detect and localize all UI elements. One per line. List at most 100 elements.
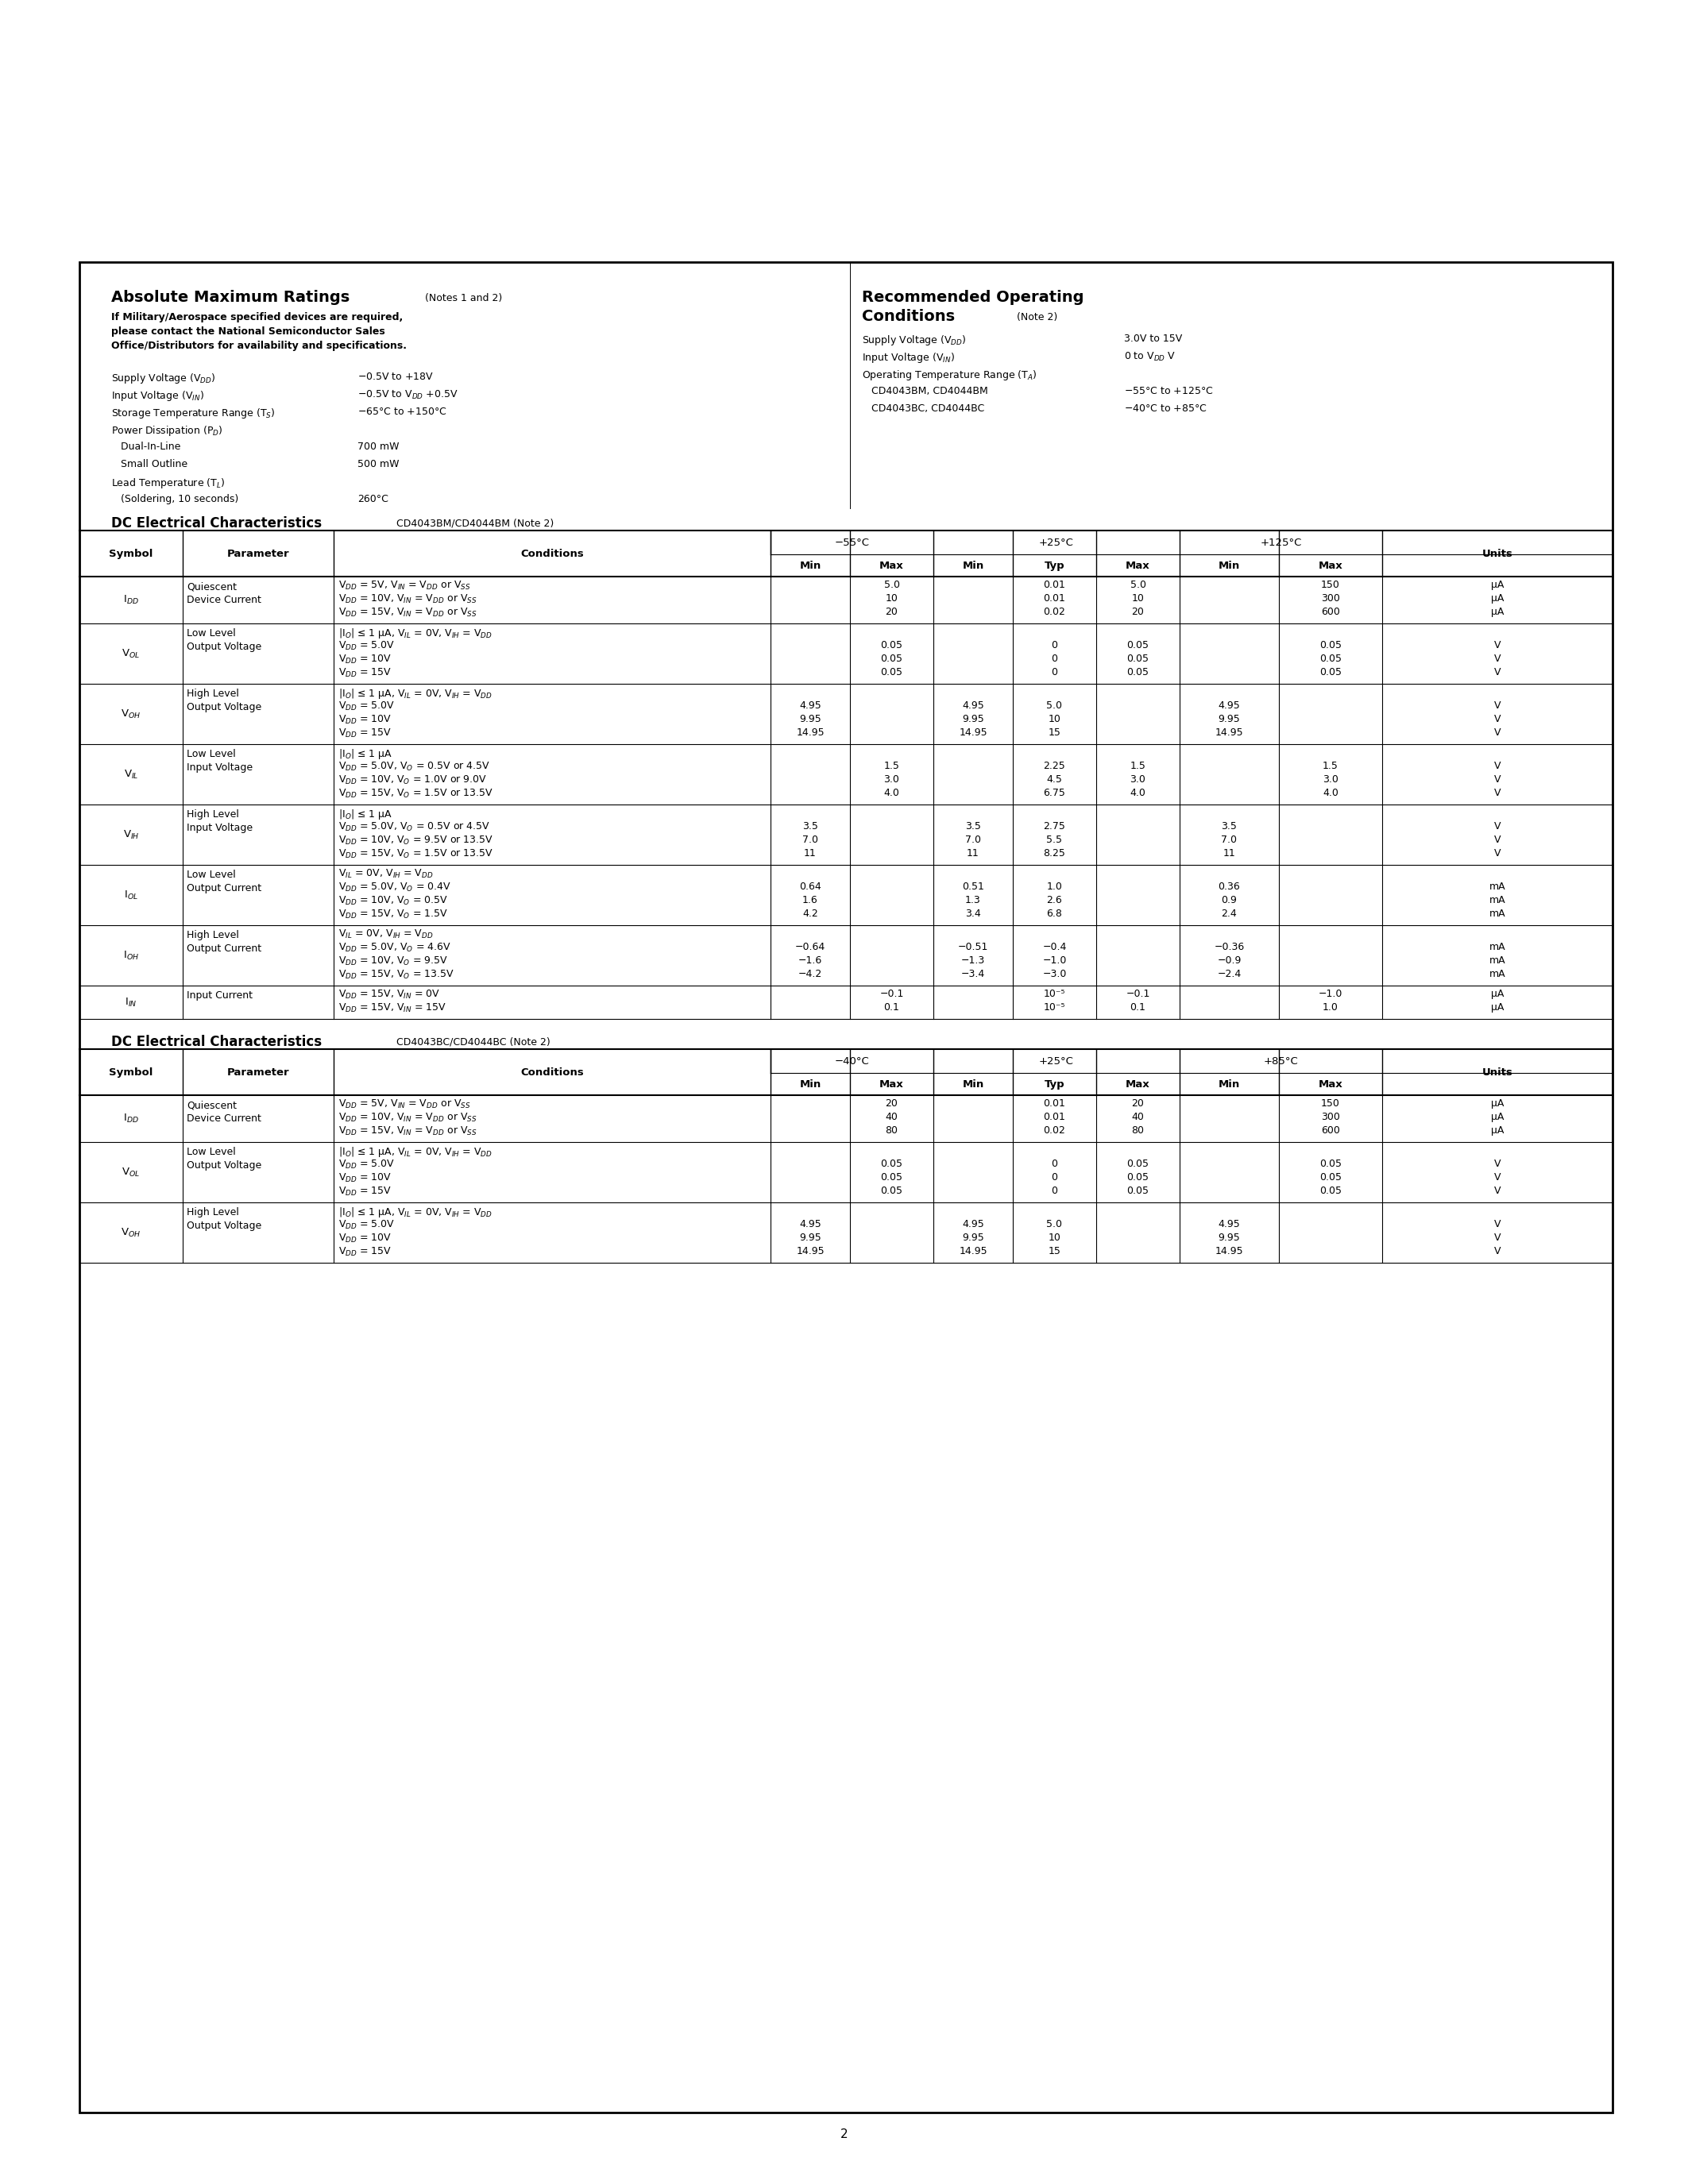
Text: V$_{DD}$ = 5.0V, V$_O$ = 0.5V or 4.5V: V$_{DD}$ = 5.0V, V$_O$ = 0.5V or 4.5V [338, 760, 490, 773]
Text: |I$_O$| ≤ 1 μA: |I$_O$| ≤ 1 μA [338, 747, 393, 760]
Text: DC Electrical Characteristics: DC Electrical Characteristics [111, 515, 322, 531]
Text: 0.05: 0.05 [881, 1186, 903, 1197]
Text: V$_{OH}$: V$_{OH}$ [122, 1227, 142, 1238]
Text: 0.05: 0.05 [1128, 1160, 1150, 1168]
Text: $-$40°C to +85°C: $-$40°C to +85°C [1124, 404, 1207, 413]
Text: 6.8: 6.8 [1047, 909, 1062, 919]
Text: +25°C: +25°C [1040, 537, 1074, 548]
Text: 8.25: 8.25 [1043, 847, 1065, 858]
Text: 4.95: 4.95 [1219, 1219, 1241, 1230]
Text: Operating Temperature Range (T$_A$): Operating Temperature Range (T$_A$) [863, 369, 1036, 382]
Text: Min: Min [1219, 561, 1241, 570]
Text: |I$_O$| ≤ 1 μA, V$_{IL}$ = 0V, V$_{IH}$ = V$_{DD}$: |I$_O$| ≤ 1 μA, V$_{IL}$ = 0V, V$_{IH}$ … [338, 1206, 493, 1219]
Text: +125°C: +125°C [1259, 537, 1301, 548]
Text: V$_{DD}$ = 10V, V$_O$ = 9.5V: V$_{DD}$ = 10V, V$_O$ = 9.5V [338, 954, 447, 968]
Text: V: V [1494, 666, 1501, 677]
Text: 4.95: 4.95 [962, 701, 984, 710]
Text: 11: 11 [967, 847, 979, 858]
Text: V$_{DD}$ = 10V: V$_{DD}$ = 10V [338, 1173, 392, 1184]
Text: 7.0: 7.0 [1222, 834, 1237, 845]
Text: V$_{DD}$ = 15V: V$_{DD}$ = 15V [338, 666, 392, 679]
Text: 0.64: 0.64 [798, 882, 822, 891]
Text: 40: 40 [885, 1112, 898, 1123]
Text: 14.95: 14.95 [959, 1247, 987, 1256]
Text: V$_{IL}$ = 0V, V$_{IH}$ = V$_{DD}$: V$_{IL}$ = 0V, V$_{IH}$ = V$_{DD}$ [338, 928, 434, 941]
Text: V: V [1494, 847, 1501, 858]
Text: Quiescent: Quiescent [187, 1101, 236, 1109]
Text: Device Current: Device Current [187, 594, 262, 605]
Text: 0.05: 0.05 [1128, 653, 1150, 664]
Text: Min: Min [800, 1079, 820, 1090]
Text: Device Current: Device Current [187, 1114, 262, 1125]
Text: $-$0.5V to +18V: $-$0.5V to +18V [358, 371, 434, 382]
Text: Lead Temperature (T$_L$): Lead Temperature (T$_L$) [111, 476, 225, 489]
Text: 9.95: 9.95 [798, 714, 822, 725]
Text: $-$55°C to +125°C: $-$55°C to +125°C [1124, 387, 1214, 395]
Text: 80: 80 [1131, 1125, 1144, 1136]
Text: V$_{DD}$ = 5.0V: V$_{DD}$ = 5.0V [338, 1160, 395, 1171]
Text: mA: mA [1489, 954, 1506, 965]
Text: 2: 2 [841, 2129, 847, 2140]
Text: 2.4: 2.4 [1222, 909, 1237, 919]
Text: μA: μA [1491, 989, 1504, 998]
Text: V$_{DD}$ = 15V, V$_{IN}$ = 15V: V$_{DD}$ = 15V, V$_{IN}$ = 15V [338, 1002, 447, 1013]
Text: Max: Max [879, 1079, 903, 1090]
Text: $-$65°C to +150°C: $-$65°C to +150°C [358, 406, 447, 417]
Text: V: V [1494, 760, 1501, 771]
Text: V$_{DD}$ = 5.0V, V$_O$ = 0.4V: V$_{DD}$ = 5.0V, V$_O$ = 0.4V [338, 882, 451, 893]
Text: 40: 40 [1131, 1112, 1144, 1123]
Text: μA: μA [1491, 579, 1504, 590]
Text: 1.5: 1.5 [1129, 760, 1146, 771]
Text: V$_{DD}$ = 5V, V$_{IN}$ = V$_{DD}$ or V$_{SS}$: V$_{DD}$ = 5V, V$_{IN}$ = V$_{DD}$ or V$… [338, 1099, 471, 1109]
Text: 4.95: 4.95 [962, 1219, 984, 1230]
Text: 2.25: 2.25 [1043, 760, 1065, 771]
Text: CD4043BM/CD4044BM (Note 2): CD4043BM/CD4044BM (Note 2) [393, 518, 554, 529]
Text: −1.3: −1.3 [960, 954, 986, 965]
Text: Dual-In-Line: Dual-In-Line [111, 441, 181, 452]
Text: 5.0: 5.0 [1047, 701, 1062, 710]
Text: V$_{DD}$ = 10V, V$_{IN}$ = V$_{DD}$ or V$_{SS}$: V$_{DD}$ = 10V, V$_{IN}$ = V$_{DD}$ or V… [338, 594, 478, 605]
Text: 6.75: 6.75 [1043, 788, 1065, 797]
Text: 5.5: 5.5 [1047, 834, 1062, 845]
Text: Typ: Typ [1045, 1079, 1065, 1090]
Text: μA: μA [1491, 1125, 1504, 1136]
Text: V: V [1494, 1160, 1501, 1168]
Text: μA: μA [1491, 1112, 1504, 1123]
Text: 10: 10 [885, 594, 898, 603]
Text: μA: μA [1491, 594, 1504, 603]
Text: 0.01: 0.01 [1043, 594, 1065, 603]
Text: 20: 20 [1131, 1099, 1144, 1109]
Text: 1.5: 1.5 [885, 760, 900, 771]
Text: 14.95: 14.95 [797, 727, 824, 738]
Text: Absolute Maximum Ratings: Absolute Maximum Ratings [111, 290, 349, 306]
Text: V$_{DD}$ = 15V: V$_{DD}$ = 15V [338, 727, 392, 740]
Text: Output Voltage: Output Voltage [187, 1160, 262, 1171]
Text: 0.05: 0.05 [881, 1173, 903, 1182]
Text: 20: 20 [885, 607, 898, 618]
Text: 0.05: 0.05 [881, 666, 903, 677]
Text: 300: 300 [1322, 594, 1340, 603]
Text: 5.0: 5.0 [1129, 579, 1146, 590]
Text: −4.2: −4.2 [798, 970, 822, 978]
Text: Output Current: Output Current [187, 943, 262, 954]
Text: −2.4: −2.4 [1217, 970, 1241, 978]
Text: 500 mW: 500 mW [358, 459, 398, 470]
Text: −0.51: −0.51 [957, 941, 989, 952]
Text: Low Level: Low Level [187, 1147, 236, 1158]
Text: 9.95: 9.95 [962, 1232, 984, 1243]
Text: −0.36: −0.36 [1214, 941, 1244, 952]
Text: V$_{DD}$ = 15V, V$_{IN}$ = V$_{DD}$ or V$_{SS}$: V$_{DD}$ = 15V, V$_{IN}$ = V$_{DD}$ or V… [338, 607, 478, 618]
Text: 0.05: 0.05 [1320, 653, 1342, 664]
Text: V$_{DD}$ = 15V, V$_O$ = 13.5V: V$_{DD}$ = 15V, V$_O$ = 13.5V [338, 970, 454, 981]
Text: 0.05: 0.05 [881, 653, 903, 664]
Text: High Level: High Level [187, 810, 240, 819]
Text: Max: Max [1318, 561, 1342, 570]
Text: Symbol: Symbol [110, 1068, 154, 1077]
Text: High Level: High Level [187, 1208, 240, 1216]
Text: −1.0: −1.0 [1043, 954, 1067, 965]
Text: CD4043BC, CD4044BC: CD4043BC, CD4044BC [863, 404, 984, 413]
Text: −3.4: −3.4 [960, 970, 986, 978]
Text: 0.1: 0.1 [1129, 1002, 1146, 1013]
Text: Input Voltage: Input Voltage [187, 762, 253, 773]
Text: Max: Max [1318, 1079, 1342, 1090]
